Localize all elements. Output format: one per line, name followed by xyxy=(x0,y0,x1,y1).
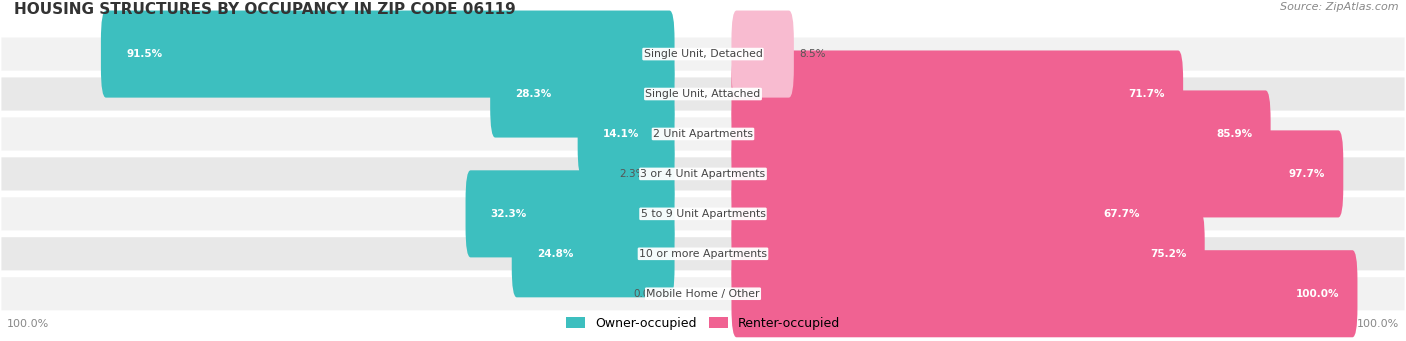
Text: Source: ZipAtlas.com: Source: ZipAtlas.com xyxy=(1281,2,1399,12)
Text: 71.7%: 71.7% xyxy=(1128,89,1164,99)
Text: 100.0%: 100.0% xyxy=(1357,319,1399,329)
Text: 2.3%: 2.3% xyxy=(619,169,645,179)
Text: 5 to 9 Unit Apartments: 5 to 9 Unit Apartments xyxy=(641,209,765,219)
FancyBboxPatch shape xyxy=(0,36,1406,72)
Text: Single Unit, Detached: Single Unit, Detached xyxy=(644,49,762,59)
FancyBboxPatch shape xyxy=(0,276,1406,312)
Text: 3 or 4 Unit Apartments: 3 or 4 Unit Apartments xyxy=(641,169,765,179)
FancyBboxPatch shape xyxy=(731,250,1357,337)
FancyBboxPatch shape xyxy=(0,116,1406,152)
FancyBboxPatch shape xyxy=(101,11,675,98)
Text: 8.5%: 8.5% xyxy=(799,49,825,59)
FancyBboxPatch shape xyxy=(512,210,675,297)
Legend: Owner-occupied, Renter-occupied: Owner-occupied, Renter-occupied xyxy=(561,312,845,335)
Text: 100.0%: 100.0% xyxy=(7,319,49,329)
Text: 2 Unit Apartments: 2 Unit Apartments xyxy=(652,129,754,139)
Text: 100.0%: 100.0% xyxy=(1295,289,1339,299)
Text: 14.1%: 14.1% xyxy=(603,129,640,139)
Text: 10 or more Apartments: 10 or more Apartments xyxy=(638,249,768,259)
Text: Mobile Home / Other: Mobile Home / Other xyxy=(647,289,759,299)
FancyBboxPatch shape xyxy=(0,76,1406,112)
Text: 85.9%: 85.9% xyxy=(1216,129,1253,139)
FancyBboxPatch shape xyxy=(491,50,675,137)
Text: 28.3%: 28.3% xyxy=(515,89,551,99)
FancyBboxPatch shape xyxy=(731,130,1343,218)
Text: 24.8%: 24.8% xyxy=(537,249,574,259)
FancyBboxPatch shape xyxy=(651,130,675,218)
Text: 75.2%: 75.2% xyxy=(1150,249,1187,259)
Text: 67.7%: 67.7% xyxy=(1104,209,1140,219)
FancyBboxPatch shape xyxy=(731,50,1182,137)
Text: HOUSING STRUCTURES BY OCCUPANCY IN ZIP CODE 06119: HOUSING STRUCTURES BY OCCUPANCY IN ZIP C… xyxy=(14,2,516,17)
FancyBboxPatch shape xyxy=(731,170,1159,257)
FancyBboxPatch shape xyxy=(0,156,1406,192)
FancyBboxPatch shape xyxy=(465,170,675,257)
FancyBboxPatch shape xyxy=(0,236,1406,272)
Text: 91.5%: 91.5% xyxy=(127,49,162,59)
Text: 0.0%: 0.0% xyxy=(633,289,659,299)
Text: Single Unit, Attached: Single Unit, Attached xyxy=(645,89,761,99)
Text: 32.3%: 32.3% xyxy=(491,209,527,219)
FancyBboxPatch shape xyxy=(731,90,1271,178)
FancyBboxPatch shape xyxy=(0,196,1406,232)
FancyBboxPatch shape xyxy=(731,210,1205,297)
FancyBboxPatch shape xyxy=(578,90,675,178)
Text: 97.7%: 97.7% xyxy=(1288,169,1324,179)
FancyBboxPatch shape xyxy=(731,11,794,98)
